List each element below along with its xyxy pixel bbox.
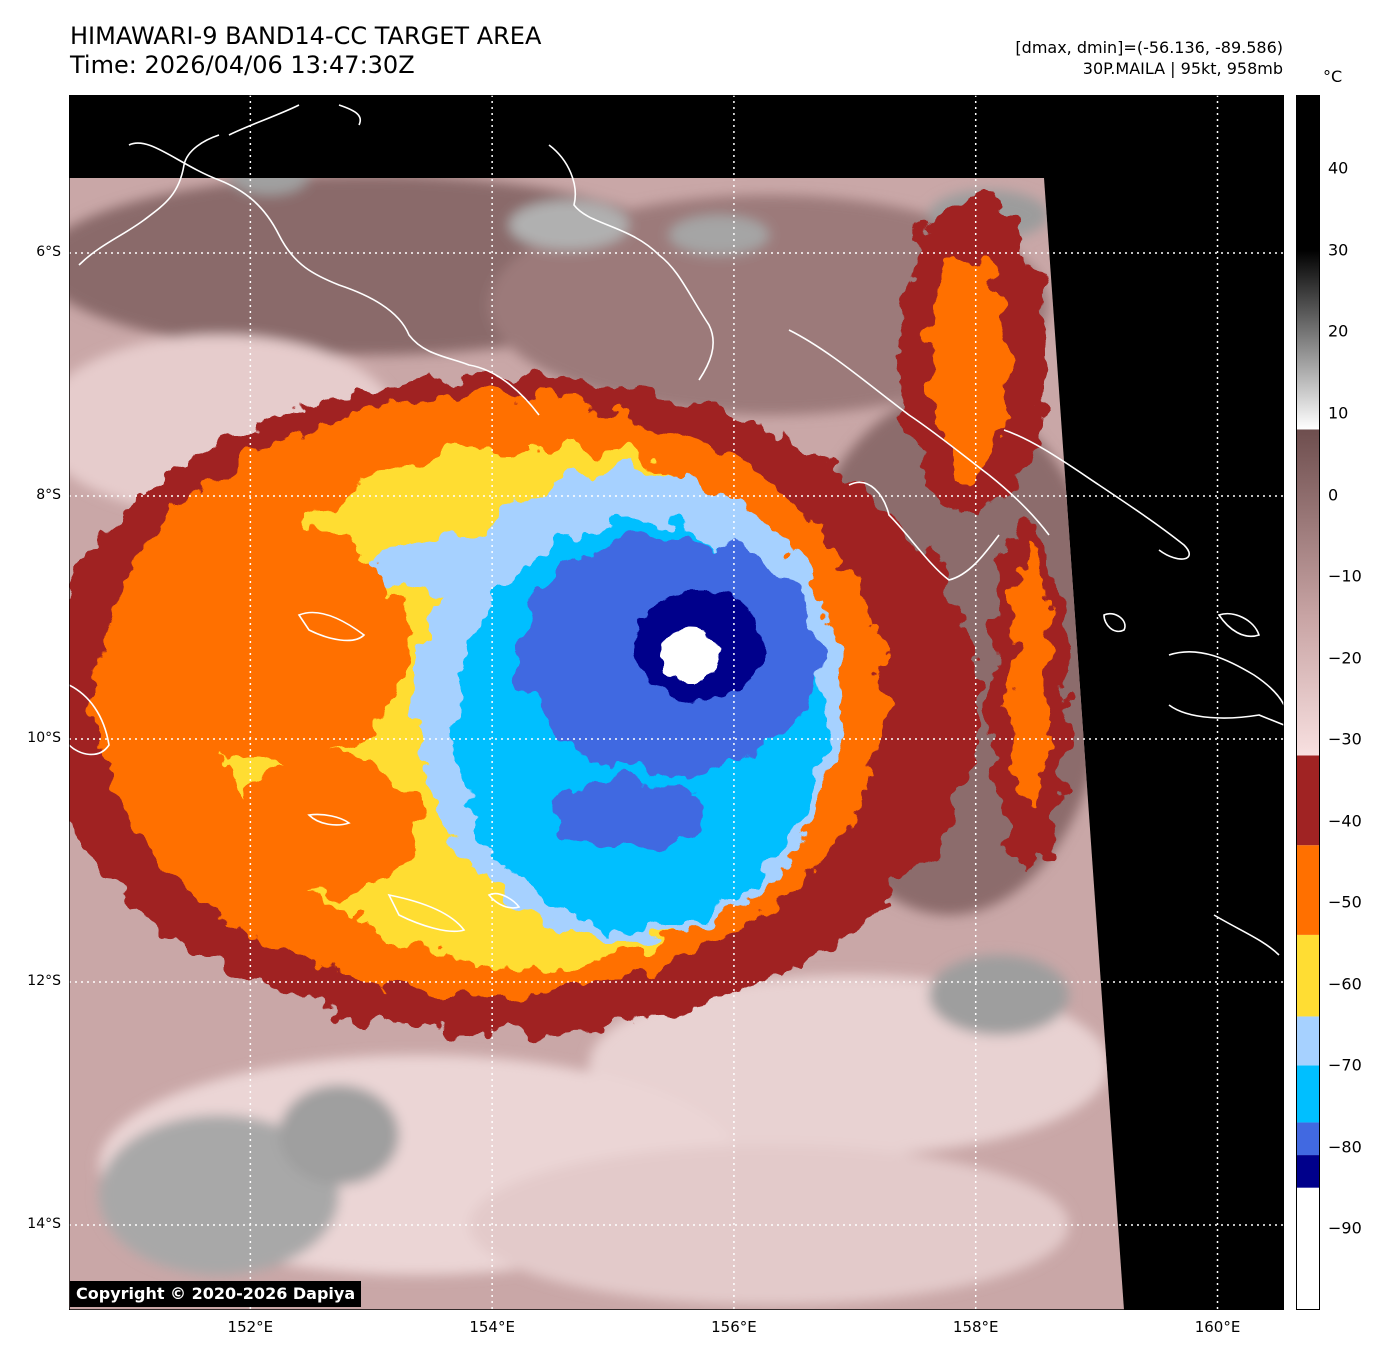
colorbar-band (1296, 845, 1320, 935)
lat-label: 12°S (27, 972, 61, 989)
colorbar-tick-label: −90 (1328, 1218, 1362, 1238)
colorbar-band (1296, 1187, 1320, 1310)
storm-cloud-shield (69, 195, 1069, 1035)
colorbar-tick-label: −20 (1328, 648, 1362, 668)
lat-label: 8°S (36, 486, 61, 503)
temperature-range-label: [dmax, dmin]=(-56.136, -89.586) (1015, 38, 1283, 57)
lon-label: 160°E (1194, 1318, 1241, 1336)
colorbar-tick-label: −10 (1328, 566, 1362, 586)
colorbar-tick-label: 0 (1328, 485, 1339, 505)
map-title: HIMAWARI-9 BAND14-CC TARGET AREA (70, 22, 542, 50)
lon-label: 156°E (711, 1318, 757, 1336)
satellite-swath (69, 178, 1124, 1310)
storm-eye-region (634, 590, 764, 700)
lat-label: 6°S (36, 243, 61, 260)
colorbar-tick-label: 10 (1328, 403, 1349, 423)
colorbar-band (1296, 1016, 1320, 1066)
colorbar-tick-label: −70 (1328, 1055, 1362, 1075)
colorbar-tick-label: −50 (1328, 892, 1362, 912)
colorbar-gradient (1296, 95, 1320, 756)
storm-info-label: 30P.MAILA | 95kt, 958mb (1082, 59, 1283, 78)
colorbar-band (1296, 1155, 1320, 1188)
colorbar-unit: °C (1323, 67, 1343, 86)
colorbar-band (1296, 1065, 1320, 1123)
lon-label: 158°E (952, 1318, 999, 1336)
lat-label: 14°S (27, 1215, 61, 1232)
lon-label: 152°E (227, 1318, 274, 1336)
map-time: Time: 2026/04/06 13:47:30Z (70, 51, 415, 79)
colorbar-tick-label: −40 (1328, 811, 1362, 831)
lon-gridlines (249, 95, 1219, 1310)
colorbar-tick-label: −60 (1328, 974, 1362, 994)
lat-gridlines (69, 252, 1284, 1226)
colorbar-tick-label: −80 (1328, 1137, 1362, 1157)
colorbar-band (1296, 755, 1320, 846)
satellite-map (69, 95, 1284, 1310)
colorbar-fill (1296, 95, 1320, 1310)
lat-label: 10°S (27, 729, 61, 746)
colorbar (1296, 95, 1320, 1310)
colorbar-tick-label: 40 (1328, 158, 1349, 178)
colorbar-frame (1296, 95, 1320, 1310)
colorbar-tick-label: −30 (1328, 729, 1362, 749)
coastlines (69, 104, 1284, 956)
colorbar-band (1296, 1122, 1320, 1156)
copyright-label: Copyright © 2020-2026 Dapiya (70, 1281, 362, 1307)
colorbar-tick-label: 30 (1328, 240, 1349, 260)
lon-label: 154°E (469, 1318, 515, 1336)
colorbar-tick-label: 20 (1328, 321, 1349, 341)
colorbar-band (1296, 934, 1320, 1017)
